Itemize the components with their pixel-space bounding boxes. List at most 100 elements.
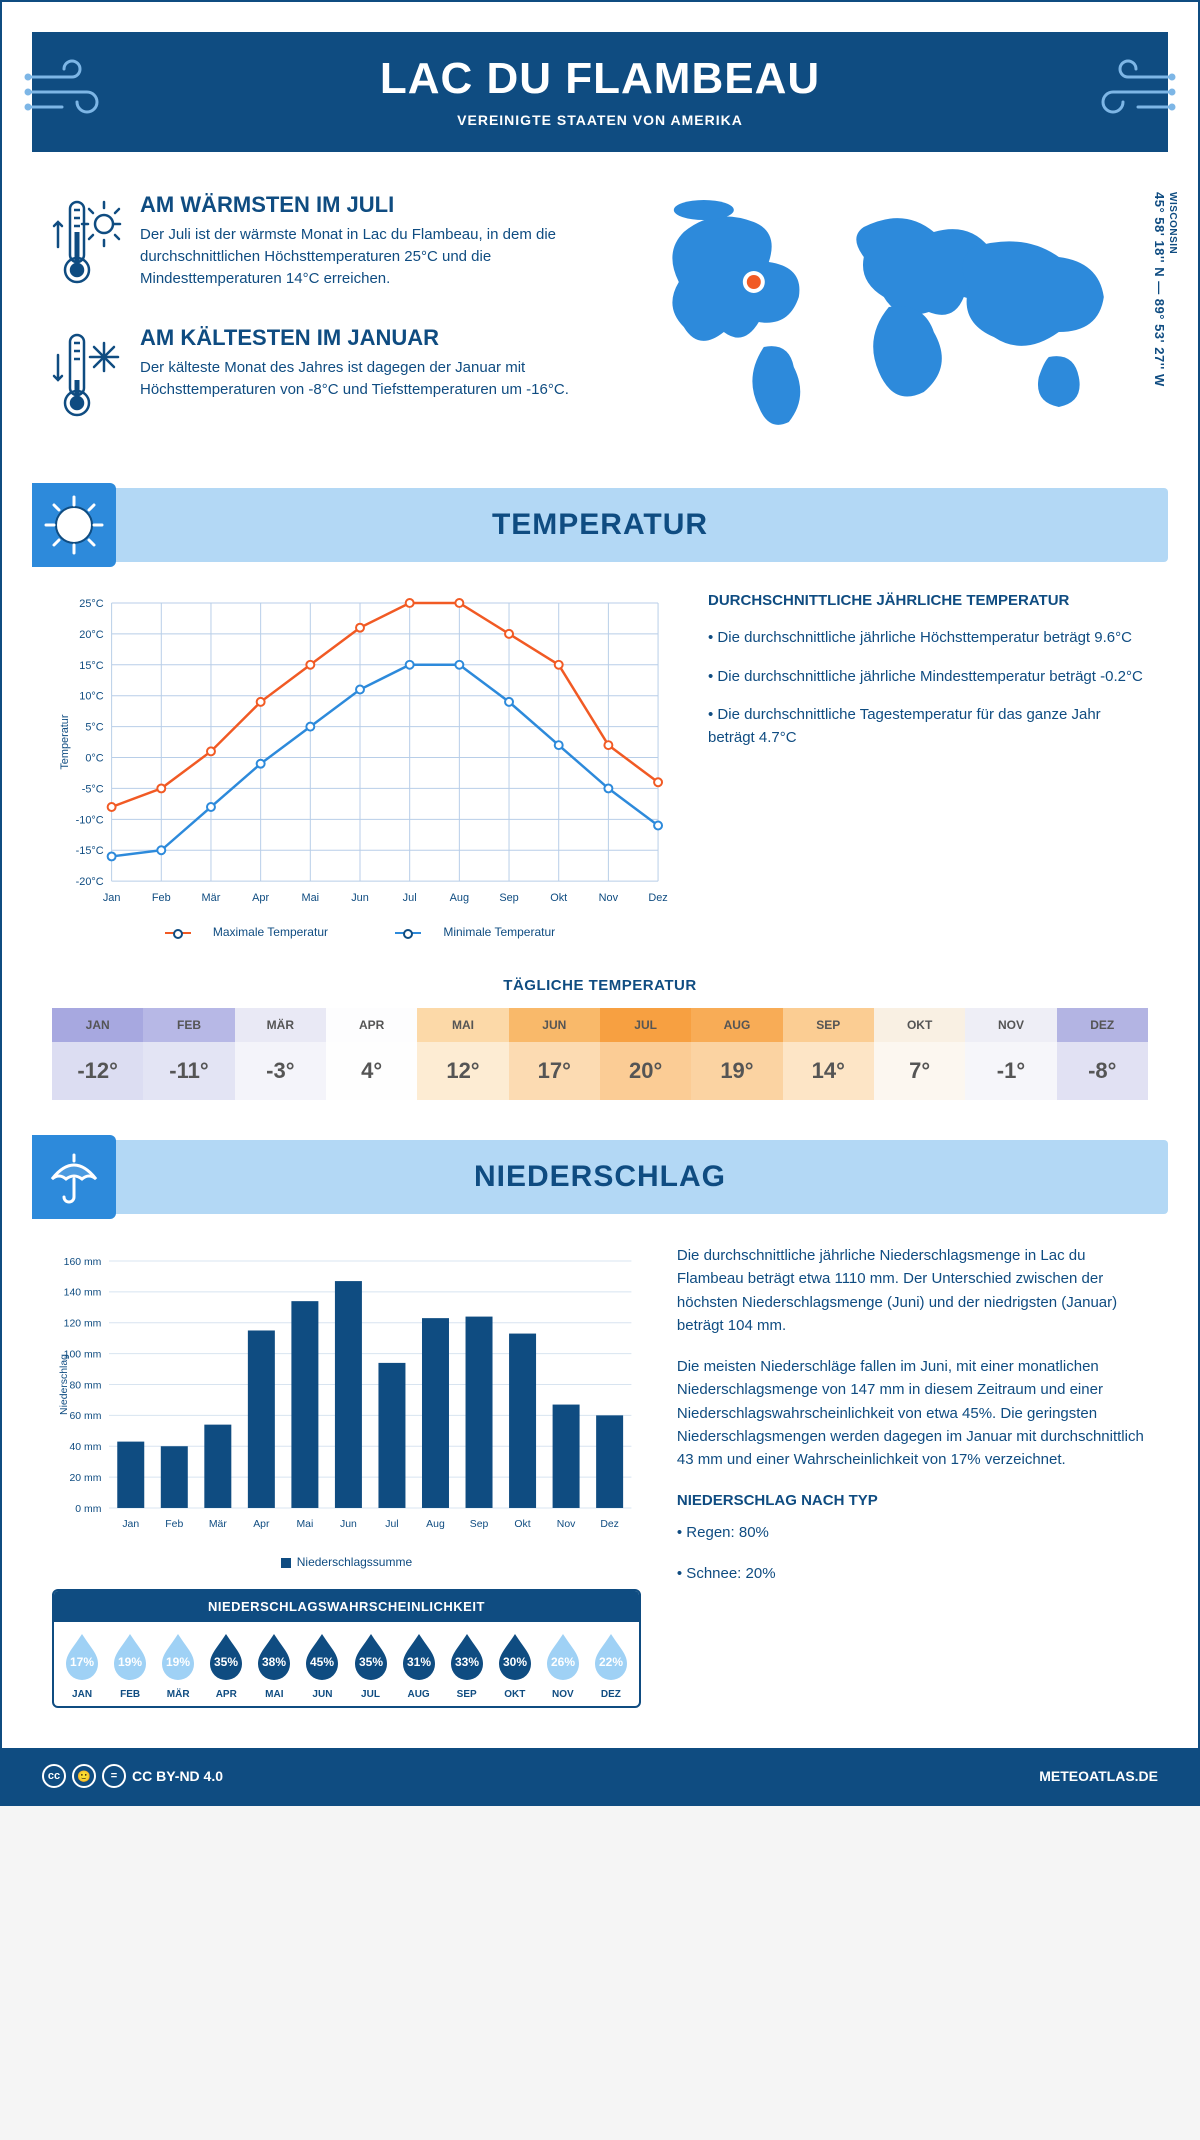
svg-text:60 mm: 60 mm — [69, 1411, 101, 1422]
svg-text:Jan: Jan — [122, 1519, 139, 1530]
svg-text:-5°C: -5°C — [82, 783, 104, 795]
prob-cell: 38%MAI — [250, 1630, 298, 1700]
svg-text:Mai: Mai — [302, 892, 320, 904]
section-precipitation-header: NIEDERSCHLAG — [32, 1140, 1168, 1214]
precipitation-heading: NIEDERSCHLAG — [474, 1160, 726, 1193]
by-icon: 🙂 — [72, 1764, 96, 1788]
daily-cell: JAN-12° — [52, 1008, 143, 1100]
prob-cell: 33%SEP — [443, 1630, 491, 1700]
intro-section: AM WÄRMSTEN IM JULI Der Juli ist der wär… — [2, 152, 1198, 488]
fact-warm-text: Der Juli ist der wärmste Monat in Lac du… — [140, 224, 610, 289]
svg-text:31%: 31% — [407, 1655, 431, 1669]
daily-cell: FEB-11° — [143, 1008, 234, 1100]
daily-cell: SEP14° — [783, 1008, 874, 1100]
svg-text:Nov: Nov — [599, 892, 619, 904]
precip-type-title: NIEDERSCHLAG NACH TYP — [677, 1489, 1148, 1512]
svg-text:-20°C: -20°C — [76, 876, 104, 888]
svg-text:Jan: Jan — [103, 892, 121, 904]
svg-text:Dez: Dez — [648, 892, 667, 904]
svg-text:Sep: Sep — [499, 892, 518, 904]
page-title: LAC DU FLAMBEAU — [32, 54, 1168, 104]
svg-text:Mai: Mai — [296, 1519, 313, 1530]
svg-text:Apr: Apr — [252, 892, 269, 904]
svg-text:Mär: Mär — [209, 1519, 227, 1530]
svg-text:Feb: Feb — [165, 1519, 183, 1530]
sun-icon — [32, 483, 116, 567]
precip-text-1: Die durchschnittliche jährliche Niedersc… — [677, 1244, 1148, 1337]
svg-text:Aug: Aug — [450, 892, 469, 904]
svg-text:30%: 30% — [503, 1655, 527, 1669]
wind-icon-left — [22, 52, 122, 132]
svg-text:35%: 35% — [358, 1655, 382, 1669]
page-subtitle: VEREINIGTE STAATEN VON AMERIKA — [32, 112, 1168, 128]
svg-text:17%: 17% — [70, 1655, 94, 1669]
prob-cell: 31%AUG — [395, 1630, 443, 1700]
svg-text:10°C: 10°C — [79, 691, 103, 703]
thermometer-hot-icon — [52, 192, 122, 292]
svg-text:0°C: 0°C — [85, 752, 103, 764]
svg-text:33%: 33% — [455, 1655, 479, 1669]
svg-text:Temperatur: Temperatur — [59, 714, 71, 770]
fact-warm-title: AM WÄRMSTEN IM JULI — [140, 192, 610, 218]
prob-cell: 22%DEZ — [587, 1630, 635, 1700]
svg-text:Jun: Jun — [351, 892, 369, 904]
location-coords: WISCONSIN 45° 58' 18'' N — 89° 53' 27'' … — [1152, 192, 1178, 387]
section-temperature-header: TEMPERATUR — [32, 488, 1168, 562]
svg-text:38%: 38% — [262, 1655, 286, 1669]
temperature-legend: Maximale Temperatur Minimale Temperatur — [52, 925, 668, 939]
prob-cell: 19%MÄR — [154, 1630, 202, 1700]
svg-text:19%: 19% — [166, 1655, 190, 1669]
svg-text:15°C: 15°C — [79, 660, 103, 672]
prob-cell: 35%JUL — [346, 1630, 394, 1700]
daily-cell: MAI12° — [417, 1008, 508, 1100]
prob-cell: 19%FEB — [106, 1630, 154, 1700]
prob-cell: 17%JAN — [58, 1630, 106, 1700]
thermometer-cold-icon — [52, 325, 122, 425]
cc-icon: cc — [42, 1764, 66, 1788]
location-latlon: 45° 58' 18'' N — 89° 53' 27'' W — [1152, 192, 1167, 387]
daily-cell: JUN17° — [509, 1008, 600, 1100]
svg-text:140 mm: 140 mm — [64, 1288, 102, 1299]
svg-text:Sep: Sep — [470, 1519, 489, 1530]
location-state: WISCONSIN — [1167, 192, 1178, 387]
svg-text:40 mm: 40 mm — [69, 1442, 101, 1453]
svg-text:80 mm: 80 mm — [69, 1380, 101, 1391]
temperature-chart: -20°C-15°C-10°C-5°C0°C5°C10°C15°C20°C25°… — [52, 592, 668, 939]
daily-cell: NOV-1° — [965, 1008, 1056, 1100]
svg-text:45%: 45% — [310, 1655, 334, 1669]
precip-type-2: • Schnee: 20% — [677, 1562, 1148, 1585]
svg-text:0 mm: 0 mm — [75, 1504, 101, 1515]
svg-text:Niederschlag: Niederschlag — [59, 1354, 70, 1415]
license-text: CC BY-ND 4.0 — [132, 1768, 223, 1784]
prob-cell: 45%JUN — [298, 1630, 346, 1700]
page: LAC DU FLAMBEAU VEREINIGTE STAATEN VON A… — [0, 0, 1200, 1806]
daily-temperature-table: JAN-12°FEB-11°MÄR-3°APR4°MAI12°JUN17°JUL… — [52, 1008, 1148, 1100]
world-map — [640, 192, 1148, 432]
temp-bullet-3: • Die durchschnittliche Tagestemperatur … — [708, 704, 1148, 749]
footer: cc 🙂 = CC BY-ND 4.0 METEOATLAS.DE — [2, 1748, 1198, 1804]
svg-text:25°C: 25°C — [79, 598, 103, 610]
daily-cell: JUL20° — [600, 1008, 691, 1100]
svg-text:20 mm: 20 mm — [69, 1473, 101, 1484]
prob-title: NIEDERSCHLAGSWAHRSCHEINLICHKEIT — [54, 1591, 639, 1622]
svg-text:Dez: Dez — [600, 1519, 619, 1530]
svg-text:19%: 19% — [118, 1655, 142, 1669]
svg-text:26%: 26% — [551, 1655, 575, 1669]
fact-cold-title: AM KÄLTESTEN IM JANUAR — [140, 325, 610, 351]
temp-info-title: DURCHSCHNITTLICHE JÄHRLICHE TEMPERATUR — [708, 592, 1148, 609]
fact-cold-text: Der kälteste Monat des Jahres ist dagege… — [140, 357, 610, 401]
daily-temp-title: TÄGLICHE TEMPERATUR — [2, 977, 1198, 994]
precipitation-info: Die durchschnittliche jährliche Niedersc… — [677, 1244, 1148, 1708]
svg-text:Nov: Nov — [557, 1519, 576, 1530]
daily-cell: DEZ-8° — [1057, 1008, 1148, 1100]
svg-text:35%: 35% — [214, 1655, 238, 1669]
temperature-heading: TEMPERATUR — [492, 508, 708, 541]
svg-text:-15°C: -15°C — [76, 845, 104, 857]
daily-cell: APR4° — [326, 1008, 417, 1100]
prob-cell: 30%OKT — [491, 1630, 539, 1700]
svg-text:-10°C: -10°C — [76, 814, 104, 826]
svg-text:160 mm: 160 mm — [64, 1257, 102, 1268]
precipitation-chart: 0 mm20 mm40 mm60 mm80 mm100 mm120 mm140 … — [52, 1244, 641, 1544]
header: LAC DU FLAMBEAU VEREINIGTE STAATEN VON A… — [32, 32, 1168, 152]
svg-text:Aug: Aug — [426, 1519, 445, 1530]
